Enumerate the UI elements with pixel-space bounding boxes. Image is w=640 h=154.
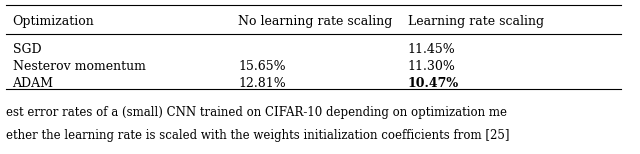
Text: No learning rate scaling: No learning rate scaling — [239, 15, 393, 28]
Text: Learning rate scaling: Learning rate scaling — [408, 15, 544, 28]
Text: est error rates of a (small) CNN trained on CIFAR-10 depending on optimization m: est error rates of a (small) CNN trained… — [6, 106, 508, 119]
Text: 15.65%: 15.65% — [239, 60, 286, 73]
Text: 12.81%: 12.81% — [239, 77, 286, 90]
Text: ADAM: ADAM — [13, 77, 54, 90]
Text: ether the learning rate is scaled with the weights initialization coefficients f: ether the learning rate is scaled with t… — [6, 129, 510, 142]
Text: Optimization: Optimization — [13, 15, 94, 28]
Text: 10.47%: 10.47% — [408, 77, 459, 90]
Text: 11.45%: 11.45% — [408, 43, 456, 56]
Text: Nesterov momentum: Nesterov momentum — [13, 60, 145, 73]
Text: SGD: SGD — [13, 43, 41, 56]
Text: 11.30%: 11.30% — [408, 60, 456, 73]
